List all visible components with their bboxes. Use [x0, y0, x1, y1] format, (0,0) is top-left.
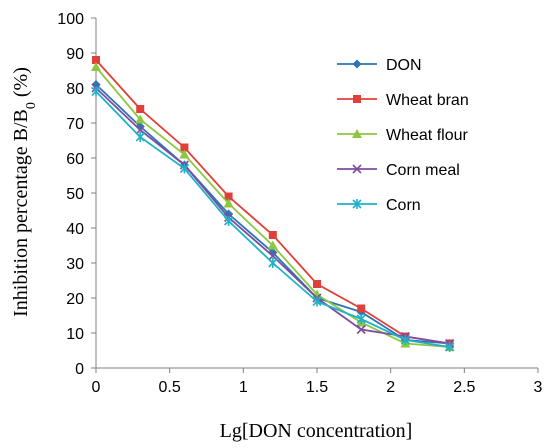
legend-label: Corn meal: [386, 162, 460, 179]
legend-marker: [352, 129, 362, 138]
marker-stroke: [268, 251, 278, 261]
legend-marker: [352, 59, 362, 69]
legend-item-corn: Corn: [337, 197, 421, 214]
y-tick-label: 80: [66, 81, 84, 98]
x-tick-label: 2.5: [453, 379, 475, 396]
x-tick-label: 2: [386, 379, 395, 396]
data-point-corn: [268, 258, 278, 268]
data-point-corn: [135, 132, 145, 142]
x-tick-label: 3: [534, 379, 543, 396]
legend: DON Wheat bran Wheat flour Corn meal Corn: [337, 57, 469, 214]
data-point-corn: [445, 342, 455, 352]
legend-label: Corn: [386, 197, 421, 214]
data-point-corn: [400, 335, 410, 345]
data-point-corn-meal: [356, 324, 366, 335]
x-tick-label: 1.5: [306, 379, 328, 396]
data-point-wheat-bran: [136, 105, 145, 113]
data-point-wheat-flour: [223, 198, 234, 208]
data-point-corn: [356, 314, 366, 324]
data-point-wheat-bran: [357, 304, 366, 313]
data-point-wheat-flour: [91, 62, 101, 71]
data-point-wheat-flour: [179, 149, 190, 159]
y-tick-label: 30: [66, 256, 84, 273]
data-point-corn-meal: [268, 251, 278, 261]
x-axis-title: Lg[DON concentration]: [220, 420, 413, 442]
y-axis-title-suffix: (%): [10, 67, 32, 102]
legend-marker: [352, 199, 362, 209]
data-point-wheat-bran: [92, 56, 100, 64]
series-line-don: [95, 83, 450, 345]
y-tick-label: 40: [66, 221, 84, 238]
y-axis-title-subscript: 0: [24, 102, 39, 109]
x-tick-label: 0.5: [159, 379, 181, 396]
tick-labels: 0 10 20 30 40 50 60 70 80 90 100 0 0.5 1 1.5 2 2.5 3: [57, 11, 542, 396]
data-point-wheat-flour: [135, 114, 146, 124]
y-axis-title-main: Inhibition percentage B/B: [10, 109, 32, 317]
legend-item-corn-meal: Corn meal: [337, 162, 460, 179]
y-tick-label: 90: [66, 46, 84, 63]
data-point-corn-meal: [135, 125, 145, 135]
legend-marker: [352, 164, 362, 174]
x-tick-label: 0: [92, 379, 101, 396]
y-tick-label: 10: [66, 326, 84, 343]
axes: [91, 17, 539, 373]
data-point-wheat-bran: [313, 280, 321, 288]
y-tick-label: 50: [66, 186, 84, 203]
legend-label: DON: [386, 57, 422, 74]
data-point-corn: [312, 296, 322, 307]
marker-stroke: [135, 125, 145, 135]
legend-item-don: DON: [337, 57, 422, 74]
marker-stroke: [352, 164, 362, 174]
series-corn: [91, 86, 455, 352]
data-point-wheat-bran: [180, 143, 189, 152]
x-tick-label: 1: [239, 379, 248, 396]
legend-label: Wheat flour: [386, 127, 468, 144]
legend-item-wheat-bran: Wheat bran: [337, 92, 469, 109]
y-tick-label: 0: [75, 361, 84, 378]
legend-marker: [353, 95, 361, 103]
legend-item-wheat-flour: Wheat flour: [337, 127, 468, 144]
y-tick-label: 20: [66, 291, 84, 308]
data-point-wheat-flour: [267, 240, 278, 250]
data-point-corn: [179, 163, 189, 174]
data-point-corn: [91, 86, 101, 97]
y-tick-label: 100: [57, 11, 84, 28]
data-point-wheat-bran: [224, 192, 233, 201]
y-tick-label: 70: [66, 116, 84, 133]
data-point-wheat-bran: [268, 231, 277, 239]
series-don: [91, 80, 455, 348]
data-point-corn: [224, 216, 234, 226]
y-axis-title: Inhibition percentage B/B0 (%): [10, 67, 39, 317]
y-tick-label: 60: [66, 151, 84, 168]
series-group: [91, 56, 455, 352]
marker-stroke: [356, 324, 366, 335]
legend-label: Wheat bran: [386, 92, 469, 109]
